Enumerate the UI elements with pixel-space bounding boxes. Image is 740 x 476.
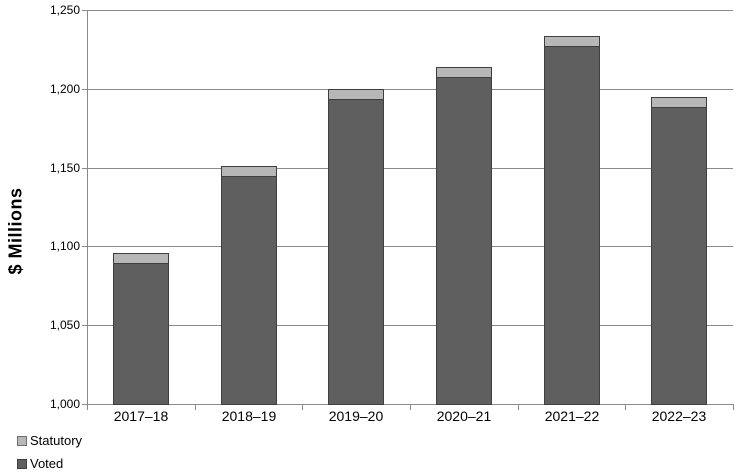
y-tick-label: 1,250 xyxy=(49,3,80,17)
x-tick-mark xyxy=(87,404,88,410)
x-tick-mark xyxy=(518,404,519,410)
bar-segment-statutory xyxy=(328,89,384,100)
bar-segment-statutory xyxy=(544,36,600,47)
legend-label-voted: Voted xyxy=(30,456,64,471)
y-gridline xyxy=(87,168,733,169)
x-tick-mark xyxy=(625,404,626,410)
x-axis-label: 2021–22 xyxy=(544,408,600,424)
x-tick-mark xyxy=(410,404,411,410)
y-gridline xyxy=(87,89,733,90)
bar-segment-statutory xyxy=(221,166,277,177)
y-tick-mark xyxy=(82,168,87,169)
x-tick-mark xyxy=(195,404,196,410)
y-tick-mark xyxy=(82,10,87,11)
plot-area xyxy=(87,11,733,405)
y-tick-mark xyxy=(82,325,87,326)
y-tick-mark xyxy=(82,246,87,247)
legend-item-statutory: Statutory xyxy=(17,429,82,452)
bar-segment-voted xyxy=(328,99,384,405)
x-axis-label: 2020–21 xyxy=(436,408,492,424)
y-tick-label: 1,000 xyxy=(49,397,80,411)
bar-segment-voted xyxy=(544,46,600,405)
bar-segment-statutory xyxy=(436,67,492,78)
x-axis-label: 2022–23 xyxy=(651,408,707,424)
y-axis-line xyxy=(87,11,88,405)
legend-label-statutory: Statutory xyxy=(30,433,83,448)
x-axis-label: 2018–19 xyxy=(221,408,277,424)
y-axis-title: $ Millions xyxy=(5,187,26,275)
x-axis-label: 2019–20 xyxy=(328,408,384,424)
bar-segment-voted xyxy=(221,176,277,405)
y-tick-mark xyxy=(82,89,87,90)
bar-segment-voted xyxy=(436,77,492,405)
y-tick-mark xyxy=(82,404,87,405)
bar-segment-statutory xyxy=(113,253,169,264)
y-tick-label: 1,050 xyxy=(49,318,80,332)
bar-segment-voted xyxy=(651,107,707,405)
y-gridline xyxy=(87,246,733,247)
bar-segment-statutory xyxy=(651,97,707,108)
x-tick-mark xyxy=(733,404,734,410)
y-gridline xyxy=(87,10,733,11)
legend-item-voted: Voted xyxy=(17,452,82,475)
y-gridline xyxy=(87,325,733,326)
y-tick-label: 1,150 xyxy=(49,161,80,175)
chart-legend: Statutory Voted xyxy=(17,429,82,475)
x-axis-label: 2017–18 xyxy=(113,408,169,424)
x-tick-mark xyxy=(302,404,303,410)
y-tick-label: 1,100 xyxy=(49,239,80,253)
y-tick-label: 1,200 xyxy=(49,82,80,96)
bar-segment-voted xyxy=(113,263,169,405)
statutory-color-swatch xyxy=(17,435,27,446)
voted-color-swatch xyxy=(17,458,27,469)
